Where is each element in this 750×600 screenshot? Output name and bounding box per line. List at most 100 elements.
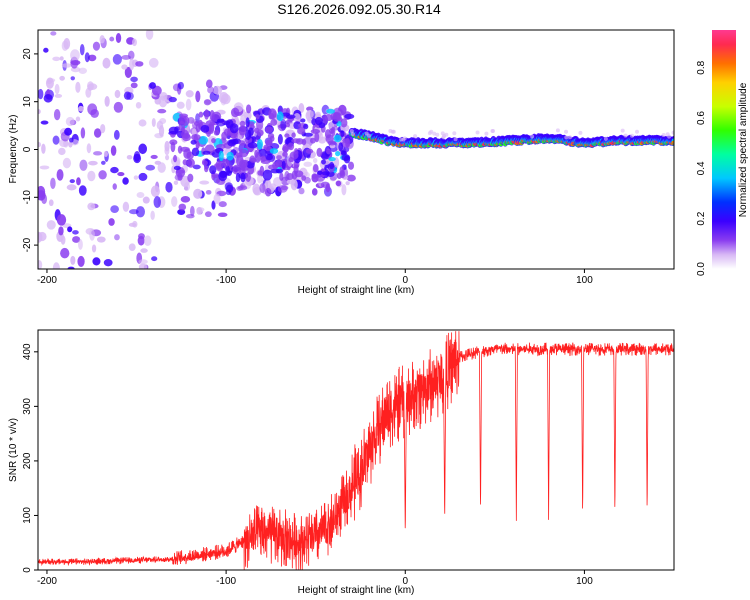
heatmap-cell <box>50 177 56 190</box>
heatmap-cell <box>341 154 351 161</box>
colorbar-label: Normalized spectral amplitude <box>738 82 749 217</box>
heatmap-cell <box>157 162 166 173</box>
heatmap-cell <box>93 128 102 138</box>
heatmap-cell <box>114 234 120 241</box>
heatmap-cell <box>187 173 194 183</box>
heatmap-cell <box>245 172 251 183</box>
heatmap-cell <box>218 150 224 162</box>
heatmap-cell <box>90 108 99 118</box>
heatmap-cell <box>303 161 313 167</box>
heatmap-cell <box>215 143 226 150</box>
heatmap-cell <box>260 155 267 163</box>
heatmap-cell <box>190 139 197 145</box>
heatmap-cell <box>193 121 200 126</box>
heatmap-cell <box>311 173 318 179</box>
heatmap-cell <box>236 186 243 192</box>
heatmap-cell <box>39 165 50 170</box>
heatmap-cell <box>128 222 137 227</box>
heatmap-cell <box>185 90 194 98</box>
heatmap-cell <box>301 175 307 181</box>
heatmap-cell <box>245 104 252 114</box>
heatmap-cell <box>92 41 101 51</box>
heatmap-cell <box>143 235 152 247</box>
heatmap-cell <box>58 147 66 156</box>
heatmap-cell <box>245 117 250 128</box>
heatmap-cell <box>277 185 288 193</box>
heatmap-cell <box>47 78 56 83</box>
heatmap-cell <box>40 120 49 125</box>
heatmap-cell <box>340 118 348 128</box>
heatmap-cell <box>221 131 228 141</box>
snr-ticks: -200 -100 0 100 0 100 200 300 400 <box>22 343 593 587</box>
heatmap-cell <box>213 193 221 205</box>
heatmap-cell <box>257 170 263 176</box>
heatmap-cell <box>180 146 190 152</box>
snr-y-axis-label: SNR (10 * v/v) <box>8 418 19 482</box>
heatmap-cell <box>52 262 60 269</box>
heatmap-cell <box>104 95 110 107</box>
spectrogram-y-axis-label: Frequency (Hz) <box>8 115 19 184</box>
heatmap-cell <box>173 165 181 171</box>
heatmap-cell <box>255 151 261 163</box>
heatmap-cell <box>138 259 148 265</box>
heatmap-cell <box>490 129 495 134</box>
spectrogram-heatmap <box>38 30 674 269</box>
snr-y-tick-label: 300 <box>22 398 33 415</box>
heatmap-cell <box>150 210 155 221</box>
heatmap-cell <box>402 136 407 141</box>
heatmap-cell <box>300 118 306 123</box>
heatmap-cell <box>303 123 309 130</box>
heatmap-cell <box>291 132 296 138</box>
heatmap-cell <box>52 135 60 145</box>
heatmap-cell <box>205 79 213 88</box>
heatmap-cell <box>176 101 185 109</box>
heatmap-cell <box>164 146 170 156</box>
heatmap-cell <box>153 196 161 208</box>
heatmap-cell <box>347 161 355 170</box>
heatmap-cell <box>211 137 216 144</box>
heatmap-cell <box>88 160 98 166</box>
heatmap-cell <box>238 148 249 158</box>
heatmap-cell <box>54 93 63 98</box>
heatmap-cell <box>151 117 156 127</box>
heatmap-cell <box>70 76 75 81</box>
spectrogram-y-tick-label: 20 <box>22 48 33 60</box>
heatmap-cell <box>133 175 139 180</box>
heatmap-cell <box>623 133 628 138</box>
heatmap-cell <box>212 85 223 95</box>
heatmap-cell <box>275 168 284 174</box>
heatmap-cell <box>204 211 212 218</box>
heatmap-cell <box>187 116 195 124</box>
heatmap-cell <box>168 126 179 135</box>
heatmap-cell <box>444 132 449 137</box>
heatmap-cell <box>324 114 333 122</box>
heatmap-cell <box>154 132 164 139</box>
heatmap-cell <box>328 156 336 162</box>
heatmap-cell <box>189 205 195 217</box>
heatmap-cell <box>52 56 61 62</box>
heatmap-cell <box>87 202 96 211</box>
heatmap-cell <box>629 133 634 138</box>
heatmap-cell <box>60 235 66 245</box>
heatmap-cell <box>346 174 356 182</box>
heatmap-cell <box>93 151 103 156</box>
heatmap-cell <box>211 200 216 210</box>
heatmap-cell <box>567 135 572 140</box>
heatmap-cell <box>217 212 228 218</box>
heatmap-cell <box>75 81 81 93</box>
colorbar-tick-label: 0.6 <box>696 111 707 125</box>
heatmap-cell <box>135 206 145 218</box>
heatmap-cell <box>277 134 283 145</box>
spectrogram-x-axis-label: Height of straight line (km) <box>298 285 415 296</box>
heatmap-cell <box>177 208 186 215</box>
heatmap-cell <box>138 143 148 155</box>
heatmap-cell <box>286 172 294 180</box>
heatmap-cell <box>198 111 204 118</box>
heatmap-cell <box>264 179 272 191</box>
snr-plot-area <box>38 330 674 570</box>
heatmap-cell <box>64 127 73 136</box>
heatmap-cell <box>171 196 178 208</box>
heatmap-cell <box>101 160 106 165</box>
heatmap-cell <box>321 171 330 176</box>
heatmap-cell <box>129 209 139 215</box>
